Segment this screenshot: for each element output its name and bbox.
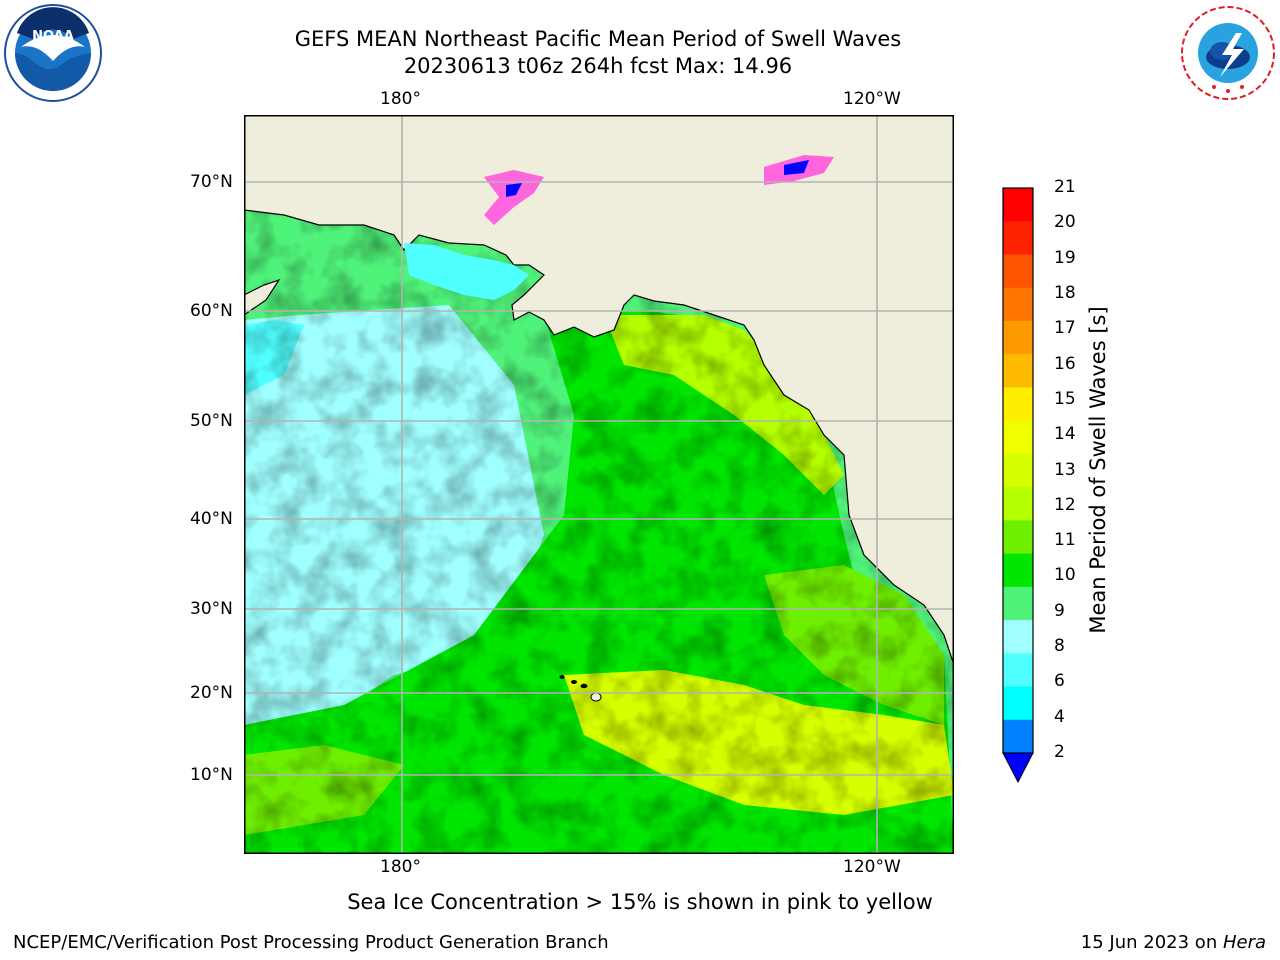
lat-label-20n: 20°N	[190, 683, 233, 703]
land-arctic-coast	[244, 115, 904, 230]
colorbar-segment	[1003, 287, 1033, 322]
colorbar-segment	[1003, 553, 1033, 588]
colorbar-segment	[1003, 387, 1033, 422]
colorbar-tick-label: 20	[1054, 212, 1076, 233]
colorbar-label: Mean Period of Swell Waves [s]	[1086, 306, 1110, 634]
colorbar-tick-label: 17	[1054, 318, 1076, 339]
land-north-america-asia	[244, 115, 954, 666]
colorbar-tick-label: 15	[1054, 388, 1076, 409]
colorbar-segment	[1003, 487, 1033, 521]
colorbar-segment	[1003, 320, 1033, 355]
sea-ice-bering-strait	[404, 243, 529, 300]
colorbar	[1002, 187, 1034, 784]
colorbar-segment	[1003, 653, 1033, 688]
chart-title: GEFS MEAN Northeast Pacific Mean Period …	[294, 27, 902, 51]
lat-label-30n: 30°N	[190, 599, 233, 619]
lat-label-40n: 40°N	[190, 509, 233, 529]
lon-label-bottom-180: 180°	[380, 857, 421, 877]
footer-branch: NCEP/EMC/Verification Post Processing Pr…	[13, 932, 609, 953]
colorbar-segment	[1003, 586, 1033, 621]
colorbar-tick-label: 10	[1054, 565, 1076, 586]
colorbar-frame	[1002, 187, 1034, 754]
noaa-logo-text: NOAA	[32, 29, 74, 44]
land-chukotka-spit	[244, 278, 281, 316]
colorbar-segment	[1003, 188, 1033, 222]
lat-label-10n: 10°N	[190, 765, 233, 785]
lon-label-bottom-120w: 120°W	[843, 857, 901, 877]
colorbar-tick-label: 19	[1054, 247, 1076, 268]
footer-machine: Hera	[1222, 932, 1266, 953]
lon-label-top-180: 180°	[380, 89, 421, 109]
colorbar-tick-label: 4	[1054, 706, 1065, 727]
colorbar-segment	[1003, 254, 1033, 289]
swell-period-map	[244, 115, 954, 854]
sea-ice-note-text: Sea Ice Concentration > 15% is shown in …	[347, 890, 933, 914]
colorbar-tick-label: 2	[1054, 742, 1065, 762]
colorbar-segment	[1003, 520, 1033, 555]
footer-timestamp: 15 Jun 2023 on Hera	[1081, 932, 1266, 953]
sea-ice-chukchi	[484, 170, 544, 225]
colorbar-segment	[1003, 620, 1033, 654]
colorbar-segment	[1003, 354, 1033, 388]
footer-date: 15 Jun 2023 on	[1080, 932, 1223, 953]
colorbar-segment	[1003, 719, 1033, 754]
sea-ice-core-chukchi	[506, 183, 522, 197]
lat-label-60n: 60°N	[190, 301, 233, 321]
colorbar-tick-label: 18	[1054, 282, 1076, 303]
sea-ice-core-beaufort	[784, 160, 809, 175]
colorbar-tick-label: 11	[1054, 530, 1076, 551]
colorbar-tick-label: 13	[1054, 459, 1076, 480]
colorbar-segment	[1003, 420, 1033, 455]
lat-label-50n: 50°N	[190, 411, 233, 431]
colorbar-tick-label: 6	[1054, 671, 1065, 692]
colorbar-tick-label: 16	[1054, 353, 1076, 374]
colorbar-segment	[1003, 221, 1033, 255]
colorbar-segment	[1003, 453, 1033, 488]
noaa-logo: NOAA	[3, 3, 103, 103]
chart-subtitle: 20230613 t06z 264h fcst Max: 14.96	[403, 54, 793, 78]
colorbar-tick-label: 21	[1054, 177, 1076, 197]
colorbar-tick-label: 9	[1054, 600, 1065, 621]
colorbar-tick-label: 8	[1054, 636, 1065, 657]
nws-logo	[1178, 3, 1278, 103]
sea-ice-note: Sea Ice Concentration > 15% is shown in …	[0, 890, 1280, 914]
lon-label-top-120w: 120°W	[843, 89, 901, 109]
colorbar-segment	[1003, 686, 1033, 721]
colorbar-extend-arrow	[1002, 752, 1034, 784]
graticule	[244, 115, 954, 854]
colorbar-tick-label: 12	[1054, 494, 1076, 515]
lat-label-70n: 70°N	[190, 172, 233, 192]
map-frame	[244, 115, 954, 854]
colorbar-tick-label: 14	[1054, 424, 1076, 445]
